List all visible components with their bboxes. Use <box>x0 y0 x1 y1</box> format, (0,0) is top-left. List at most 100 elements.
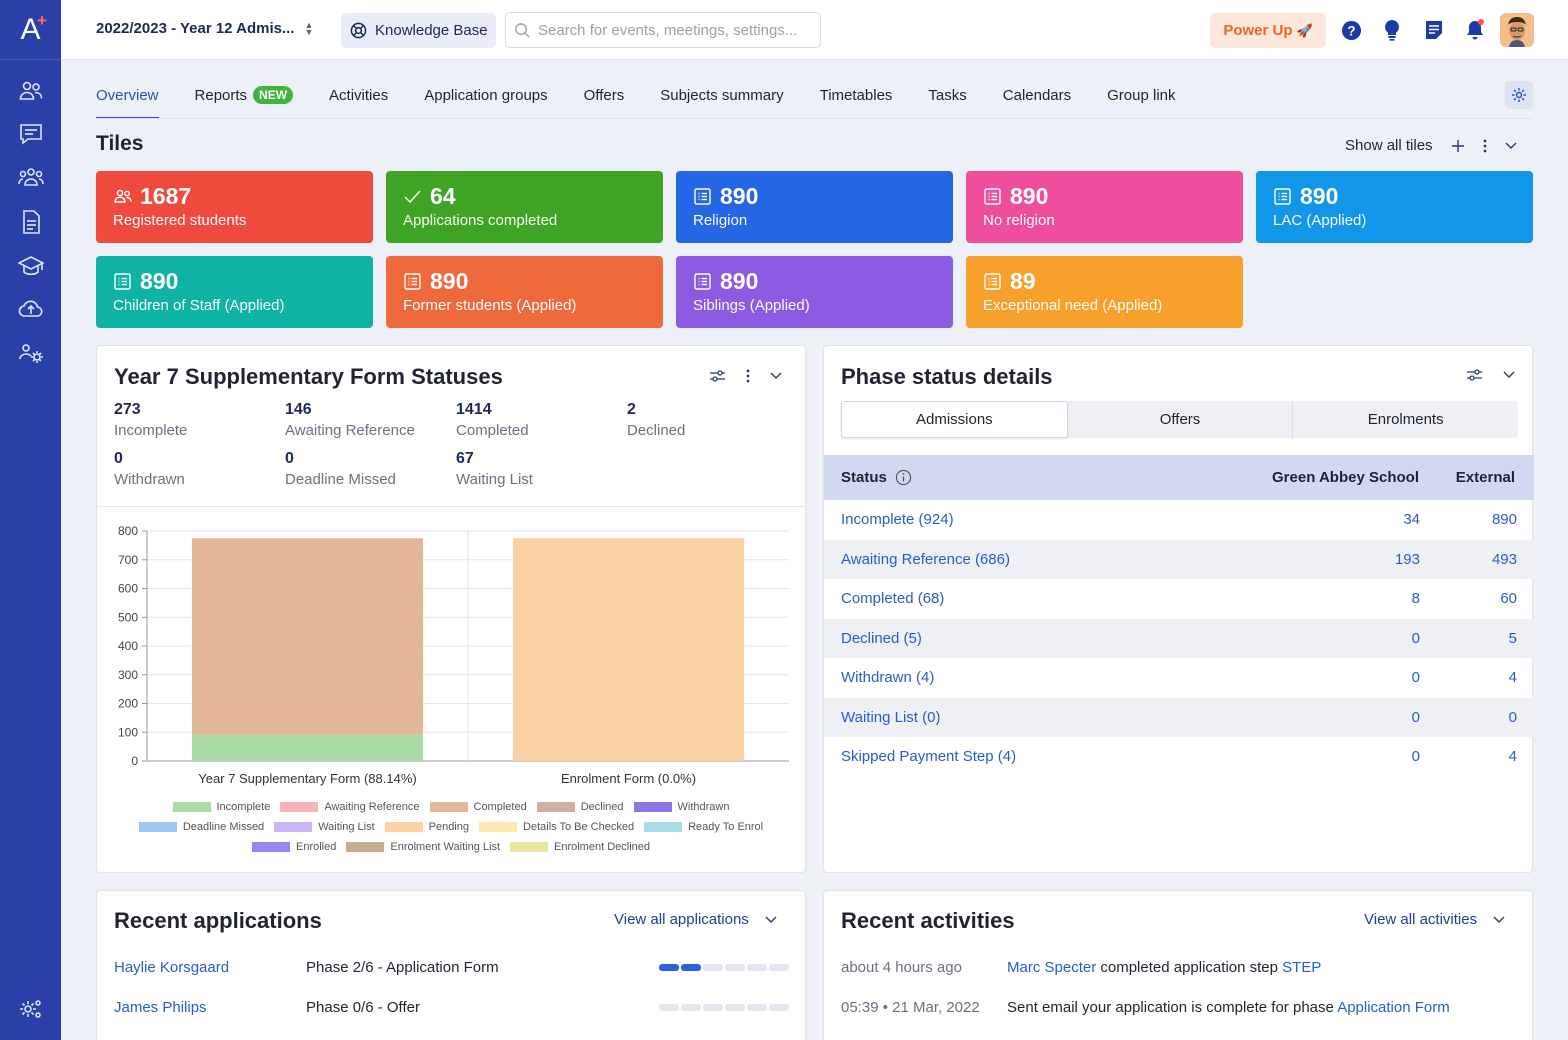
status-link[interactable]: Awaiting Reference (686) <box>841 550 1010 568</box>
sidebar-item-messages[interactable] <box>15 118 47 150</box>
tab-group-link[interactable]: Group link <box>1107 75 1175 119</box>
tile-former-students-applied-[interactable]: 890 Former students (Applied) <box>386 256 663 328</box>
activity-user-link[interactable]: Marc Specter <box>1007 959 1097 976</box>
tile-number-row: 890 <box>113 268 356 294</box>
legend-item[interactable]: Awaiting Reference <box>280 801 420 813</box>
external-count[interactable]: 60 <box>1500 590 1517 607</box>
activity-target-link[interactable]: Application Form <box>1337 999 1450 1016</box>
sidebar-item-people-settings[interactable] <box>15 337 47 369</box>
tile-children-of-staff-applied-[interactable]: 890 Children of Staff (Applied) <box>96 256 373 328</box>
card-more-button[interactable] <box>746 368 750 384</box>
sidebar-item-groups[interactable] <box>15 162 47 194</box>
segment-admissions[interactable]: Admissions <box>841 401 1068 438</box>
view-all-activities[interactable]: View all activities <box>1364 911 1505 928</box>
tab-offers[interactable]: Offers <box>584 75 625 119</box>
external-count[interactable]: 4 <box>1508 748 1517 765</box>
status-link[interactable]: Incomplete (924) <box>841 511 954 528</box>
tab-subjects-summary[interactable]: Subjects summary <box>660 75 783 119</box>
info-icon[interactable] <box>895 469 912 486</box>
legend-label: Completed <box>473 801 527 813</box>
activity-target-link[interactable]: STEP <box>1282 959 1322 976</box>
tile-number-row: 890 <box>693 268 936 294</box>
search-input[interactable] <box>538 21 808 39</box>
legend-item[interactable]: Declined <box>536 801 624 813</box>
tile-registered-students[interactable]: 1687 Registered students <box>96 171 373 243</box>
tab-timetables[interactable]: Timetables <box>820 75 893 119</box>
tiles-collapse-button[interactable] <box>1505 142 1517 150</box>
legend-item[interactable]: Enrolment Waiting List <box>346 841 500 853</box>
tile-religion[interactable]: 890 Religion <box>676 171 953 243</box>
school-count[interactable]: 193 <box>1394 550 1420 568</box>
segment-enrolments[interactable]: Enrolments <box>1367 411 1444 428</box>
ideas-button[interactable] <box>1380 18 1404 42</box>
tab-activities[interactable]: Activities <box>329 75 388 119</box>
phase-filter-button[interactable] <box>1466 368 1483 382</box>
external-count[interactable]: 0 <box>1508 708 1517 726</box>
knowledge-base-button[interactable]: Knowledge Base <box>341 13 496 48</box>
legend-item[interactable]: Pending <box>384 821 469 833</box>
tab-overview[interactable]: Overview <box>96 75 159 119</box>
legend-item[interactable]: Incomplete <box>172 801 270 813</box>
sidebar-item-users[interactable] <box>15 75 47 107</box>
add-tile-button[interactable] <box>1451 139 1465 153</box>
avatar[interactable] <box>1500 13 1534 47</box>
tab-calendars[interactable]: Calendars <box>1003 75 1071 119</box>
tab-reports[interactable]: Reports NEW <box>195 75 294 119</box>
legend-item[interactable]: Waiting List <box>274 821 375 833</box>
legend-item[interactable]: Completed <box>429 801 527 813</box>
status-link[interactable]: Withdrawn (4) <box>841 669 935 686</box>
status-link[interactable]: Declined (5) <box>841 629 922 647</box>
card-collapse-button[interactable] <box>770 372 782 380</box>
filter-button[interactable] <box>709 369 726 383</box>
view-all-applications-link[interactable]: View all applications <box>614 911 749 928</box>
power-up-button[interactable]: Power Up 🚀 <box>1210 13 1326 48</box>
sidebar-item-cloud[interactable] <box>15 293 47 325</box>
sidebar-item-education[interactable] <box>15 250 47 282</box>
notifications-button[interactable] <box>1463 18 1487 42</box>
school-count[interactable]: 0 <box>1411 748 1420 765</box>
tile-no-religion[interactable]: 890 No religion <box>966 171 1243 243</box>
external-count[interactable]: 5 <box>1508 629 1517 647</box>
tile-siblings-applied-[interactable]: 890 Siblings (Applied) <box>676 256 953 328</box>
school-count[interactable]: 0 <box>1411 708 1420 726</box>
school-count[interactable]: 0 <box>1411 669 1420 686</box>
notes-button[interactable] <box>1422 18 1446 42</box>
legend-item[interactable]: Details To Be Checked <box>479 821 634 833</box>
tile-applications-completed[interactable]: 64 Applications completed <box>386 171 663 243</box>
legend-item[interactable]: Enrolled <box>252 841 336 853</box>
applicant-name[interactable]: James Philips <box>114 999 207 1016</box>
tiles-more-button[interactable] <box>1483 138 1487 154</box>
external-count[interactable]: 493 <box>1491 550 1517 568</box>
app-logo[interactable]: A + <box>0 0 61 60</box>
sidebar-item-documents[interactable] <box>15 206 47 238</box>
tile-lac-applied-[interactable]: 890 LAC (Applied) <box>1256 171 1533 243</box>
view-all-activities-link[interactable]: View all activities <box>1364 911 1478 928</box>
external-count[interactable]: 4 <box>1508 669 1517 686</box>
legend-swatch <box>536 802 575 812</box>
legend-item[interactable]: Ready To Enrol <box>644 821 763 833</box>
segment-offers[interactable]: Offers <box>1068 401 1294 438</box>
tile-exceptional-need-applied-[interactable]: 89 Exceptional need (Applied) <box>966 256 1243 328</box>
external-count[interactable]: 890 <box>1491 511 1517 528</box>
logo-text: A <box>20 12 41 46</box>
school-count[interactable]: 8 <box>1411 590 1420 607</box>
view-all-applications[interactable]: View all applications <box>614 911 777 928</box>
status-link[interactable]: Completed (68) <box>841 590 945 607</box>
legend-item[interactable]: Withdrawn <box>633 801 729 813</box>
legend-item[interactable]: Enrolment Declined <box>510 841 650 853</box>
tab-application-groups[interactable]: Application groups <box>424 75 547 119</box>
school-count[interactable]: 34 <box>1403 511 1420 528</box>
status-link[interactable]: Waiting List (0) <box>841 708 941 726</box>
year-select[interactable]: 2022/2023 - Year 12 Admis... ▲ ▼ <box>96 20 313 37</box>
legend-item[interactable]: Deadline Missed <box>138 821 264 833</box>
school-count[interactable]: 0 <box>1411 629 1420 647</box>
status-link[interactable]: Skipped Payment Step (4) <box>841 748 1017 765</box>
tab-tasks[interactable]: Tasks <box>928 75 966 119</box>
search-icon <box>515 22 530 38</box>
tabs-settings-button[interactable] <box>1505 81 1533 109</box>
sidebar-settings[interactable] <box>15 993 47 1025</box>
help-button[interactable]: ? <box>1339 18 1363 42</box>
phase-collapse-button[interactable] <box>1503 371 1515 379</box>
show-all-tiles-link[interactable]: Show all tiles <box>1345 137 1433 154</box>
applicant-name[interactable]: Haylie Korsgaard <box>114 959 230 976</box>
